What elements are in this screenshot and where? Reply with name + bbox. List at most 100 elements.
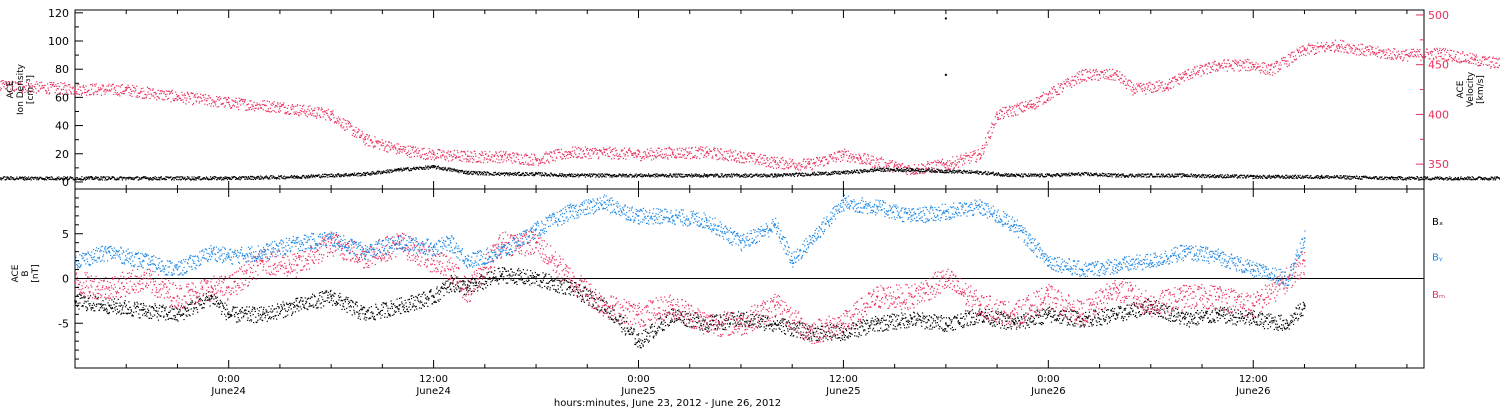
velocity-sample (294, 105, 296, 108)
velocity-sample (1438, 49, 1441, 52)
velocity-sample (925, 168, 927, 170)
velocity-sample (953, 167, 955, 169)
ion-density-sample (345, 174, 347, 176)
velocity-sample (1179, 83, 1181, 85)
velocity-sample (1380, 50, 1382, 52)
velocity-sample (1290, 54, 1292, 56)
velocity-sample (392, 148, 394, 150)
velocity-sample (402, 149, 404, 151)
ion-density-sample (534, 174, 536, 177)
velocity-sample (1432, 57, 1434, 60)
ion-density-sample (452, 168, 454, 170)
velocity-sample (440, 151, 443, 153)
velocity-sample (531, 153, 533, 155)
velocity-sample (1096, 74, 1098, 76)
velocity-sample (280, 105, 282, 107)
velocity-sample (1494, 66, 1496, 68)
velocity-sample (847, 160, 849, 162)
velocity-sample (320, 109, 322, 111)
ion-density-sample (391, 171, 393, 173)
velocity-sample (1156, 90, 1158, 92)
velocity-sample (1433, 58, 1435, 61)
velocity-sample (994, 124, 996, 126)
velocity-sample (1280, 64, 1282, 66)
velocity-sample (1110, 79, 1112, 81)
velocity-sample (1370, 52, 1372, 54)
velocity-sample (1395, 58, 1398, 60)
velocity-sample (1183, 80, 1185, 82)
velocity-sample (244, 100, 246, 102)
ion-density-sample (512, 172, 514, 174)
velocity-sample (1315, 48, 1317, 51)
ion-density-sample (93, 178, 95, 180)
velocity-sample (663, 154, 665, 156)
velocity-sample (1498, 57, 1500, 59)
velocity-point (603, 151, 606, 154)
velocity-sample (182, 99, 184, 101)
ion-density-sample (240, 178, 242, 180)
velocity-sample (978, 152, 981, 155)
velocity-sample (1467, 59, 1469, 61)
velocity-sample (1249, 70, 1251, 72)
velocity-sample (815, 161, 817, 163)
velocity-sample (682, 155, 684, 157)
velocity-sample (1246, 58, 1248, 61)
velocity-sample (937, 159, 939, 161)
velocity-sample (1402, 50, 1404, 52)
velocity-sample (1171, 80, 1173, 83)
ion-density-sample (132, 177, 134, 179)
ion-density-sample (504, 172, 506, 174)
velocity-sample (1473, 59, 1475, 61)
velocity-sample (493, 155, 495, 157)
velocity-sample (391, 144, 393, 147)
ion-density-sample (459, 170, 462, 172)
velocity-sample (1401, 53, 1403, 55)
velocity-sample (0, 87, 1, 89)
velocity-sample (1024, 101, 1027, 103)
velocity-sample (1086, 70, 1089, 72)
ion-density-sample (111, 177, 113, 179)
velocity-sample (296, 104, 299, 106)
ion-density-sample (341, 175, 343, 177)
ion-density-sample (87, 176, 90, 178)
velocity-sample (1172, 77, 1174, 79)
velocity-sample (1459, 53, 1462, 55)
ion-density-sample (513, 172, 515, 174)
velocity-sample (385, 145, 387, 147)
velocity-sample (317, 107, 319, 109)
ion-density-sample (553, 174, 555, 177)
velocity-sample (271, 102, 274, 104)
ion-density-sample (515, 174, 517, 176)
ion-density-sample (412, 168, 414, 170)
velocity-sample (152, 89, 154, 91)
ion-density-sample (151, 179, 153, 181)
ion-density-sample (460, 171, 462, 173)
velocity-sample (77, 88, 79, 91)
ion-density-sample (433, 166, 435, 169)
velocity-sample (852, 156, 855, 158)
velocity-sample (926, 168, 928, 170)
velocity-sample (561, 158, 563, 160)
velocity-sample (82, 84, 85, 87)
velocity-sample (769, 158, 771, 160)
velocity-sample (433, 159, 435, 161)
velocity-point (979, 153, 981, 155)
velocity-sample (867, 155, 869, 157)
ion-density-sample (463, 170, 466, 172)
velocity-sample (1024, 110, 1026, 112)
velocity-sample (686, 151, 688, 153)
velocity-sample (518, 154, 520, 156)
ion-density-sample (297, 177, 299, 179)
velocity-sample (60, 82, 62, 84)
ion-density-sample (206, 178, 209, 180)
velocity-sample (849, 161, 851, 163)
ion-density-sample (368, 173, 370, 175)
velocity-sample (1493, 64, 1495, 66)
ion-density-sample (480, 171, 482, 173)
velocity-sample (120, 91, 122, 94)
velocity-sample (383, 149, 385, 152)
velocity-sample (814, 162, 816, 164)
velocity-sample (961, 158, 963, 160)
ion-density-sample (500, 172, 502, 174)
velocity-sample (1372, 46, 1374, 48)
